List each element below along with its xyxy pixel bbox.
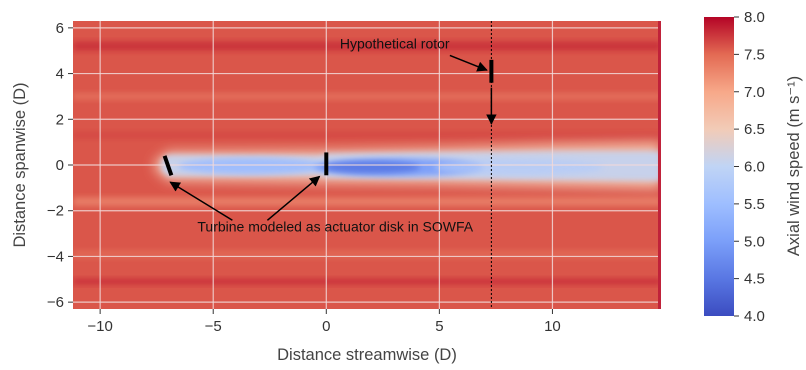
colorbar-tick-label: 4.0 (744, 308, 765, 325)
wake-recovery (433, 159, 604, 176)
freestream-band (73, 131, 661, 139)
colorbar-tick-label: 5.5 (744, 196, 765, 213)
colorbar-tick-label: 8.0 (744, 9, 765, 26)
freestream-band (73, 92, 661, 100)
colorbar-tick-label: 5.0 (744, 233, 765, 250)
freestream-band (73, 41, 661, 51)
y-tick-label: 4 (56, 66, 64, 83)
x-tick-label: 10 (544, 318, 561, 335)
colorbar-tick-label: 7.5 (744, 46, 765, 63)
wake-deficit-max (322, 161, 421, 174)
colorbar-tick-label: 4.5 (744, 271, 765, 288)
colorbar (704, 17, 734, 316)
colorbar-ticks: 4.0 4.5 5.0 5.5 6.0 6.5 7.0 7.5 8.0 (734, 9, 765, 325)
y-tick-label: −6 (47, 294, 64, 311)
annotation-arrow (449, 54, 488, 72)
colorbar-tick-label: 6.5 (744, 121, 765, 138)
wake-near-upstream (178, 158, 326, 175)
freestream-band (73, 250, 661, 259)
freestream-band (73, 197, 661, 207)
right-edge-line (658, 21, 661, 309)
heatmap-freestream-bands (73, 41, 661, 285)
annotations: Hypothetical rotor Turbine modeled as act… (169, 35, 488, 234)
y-axis-ticks: −6 −4 −2 0 2 4 6 (47, 20, 73, 311)
colorbar-tick-label: 7.0 (744, 84, 765, 101)
y-tick-label: −4 (47, 248, 64, 265)
annotation-text: Hypothetical rotor (340, 35, 450, 51)
annotation-arrow (266, 175, 321, 221)
y-tick-label: 0 (56, 157, 64, 174)
annotation-text: Turbine modeled as actuator disk in SOWF… (197, 218, 473, 234)
y-tick-label: 2 (56, 111, 64, 128)
y-axis-label: Distance spanwise (D) (11, 82, 29, 247)
annotation-arrow (169, 181, 233, 221)
y-tick-label: 6 (56, 20, 64, 37)
turbine-1-disk (162, 155, 174, 176)
colorbar-label: Axial wind speed (m s⁻¹) (785, 76, 803, 256)
freestream-band (73, 278, 661, 285)
x-tick-label: 5 (435, 318, 443, 335)
y-tick-label: −2 (47, 203, 64, 220)
x-axis-label: Distance streamwise (D) (277, 346, 457, 364)
turbine-marks (162, 21, 497, 309)
colorbar-tick-label: 6.0 (744, 159, 765, 176)
plot-area (73, 21, 661, 309)
x-axis-ticks: −10 −5 0 5 10 (87, 309, 561, 335)
x-tick-label: 0 (322, 318, 330, 335)
x-tick-label: −5 (205, 318, 222, 335)
x-tick-label: −10 (87, 318, 112, 335)
